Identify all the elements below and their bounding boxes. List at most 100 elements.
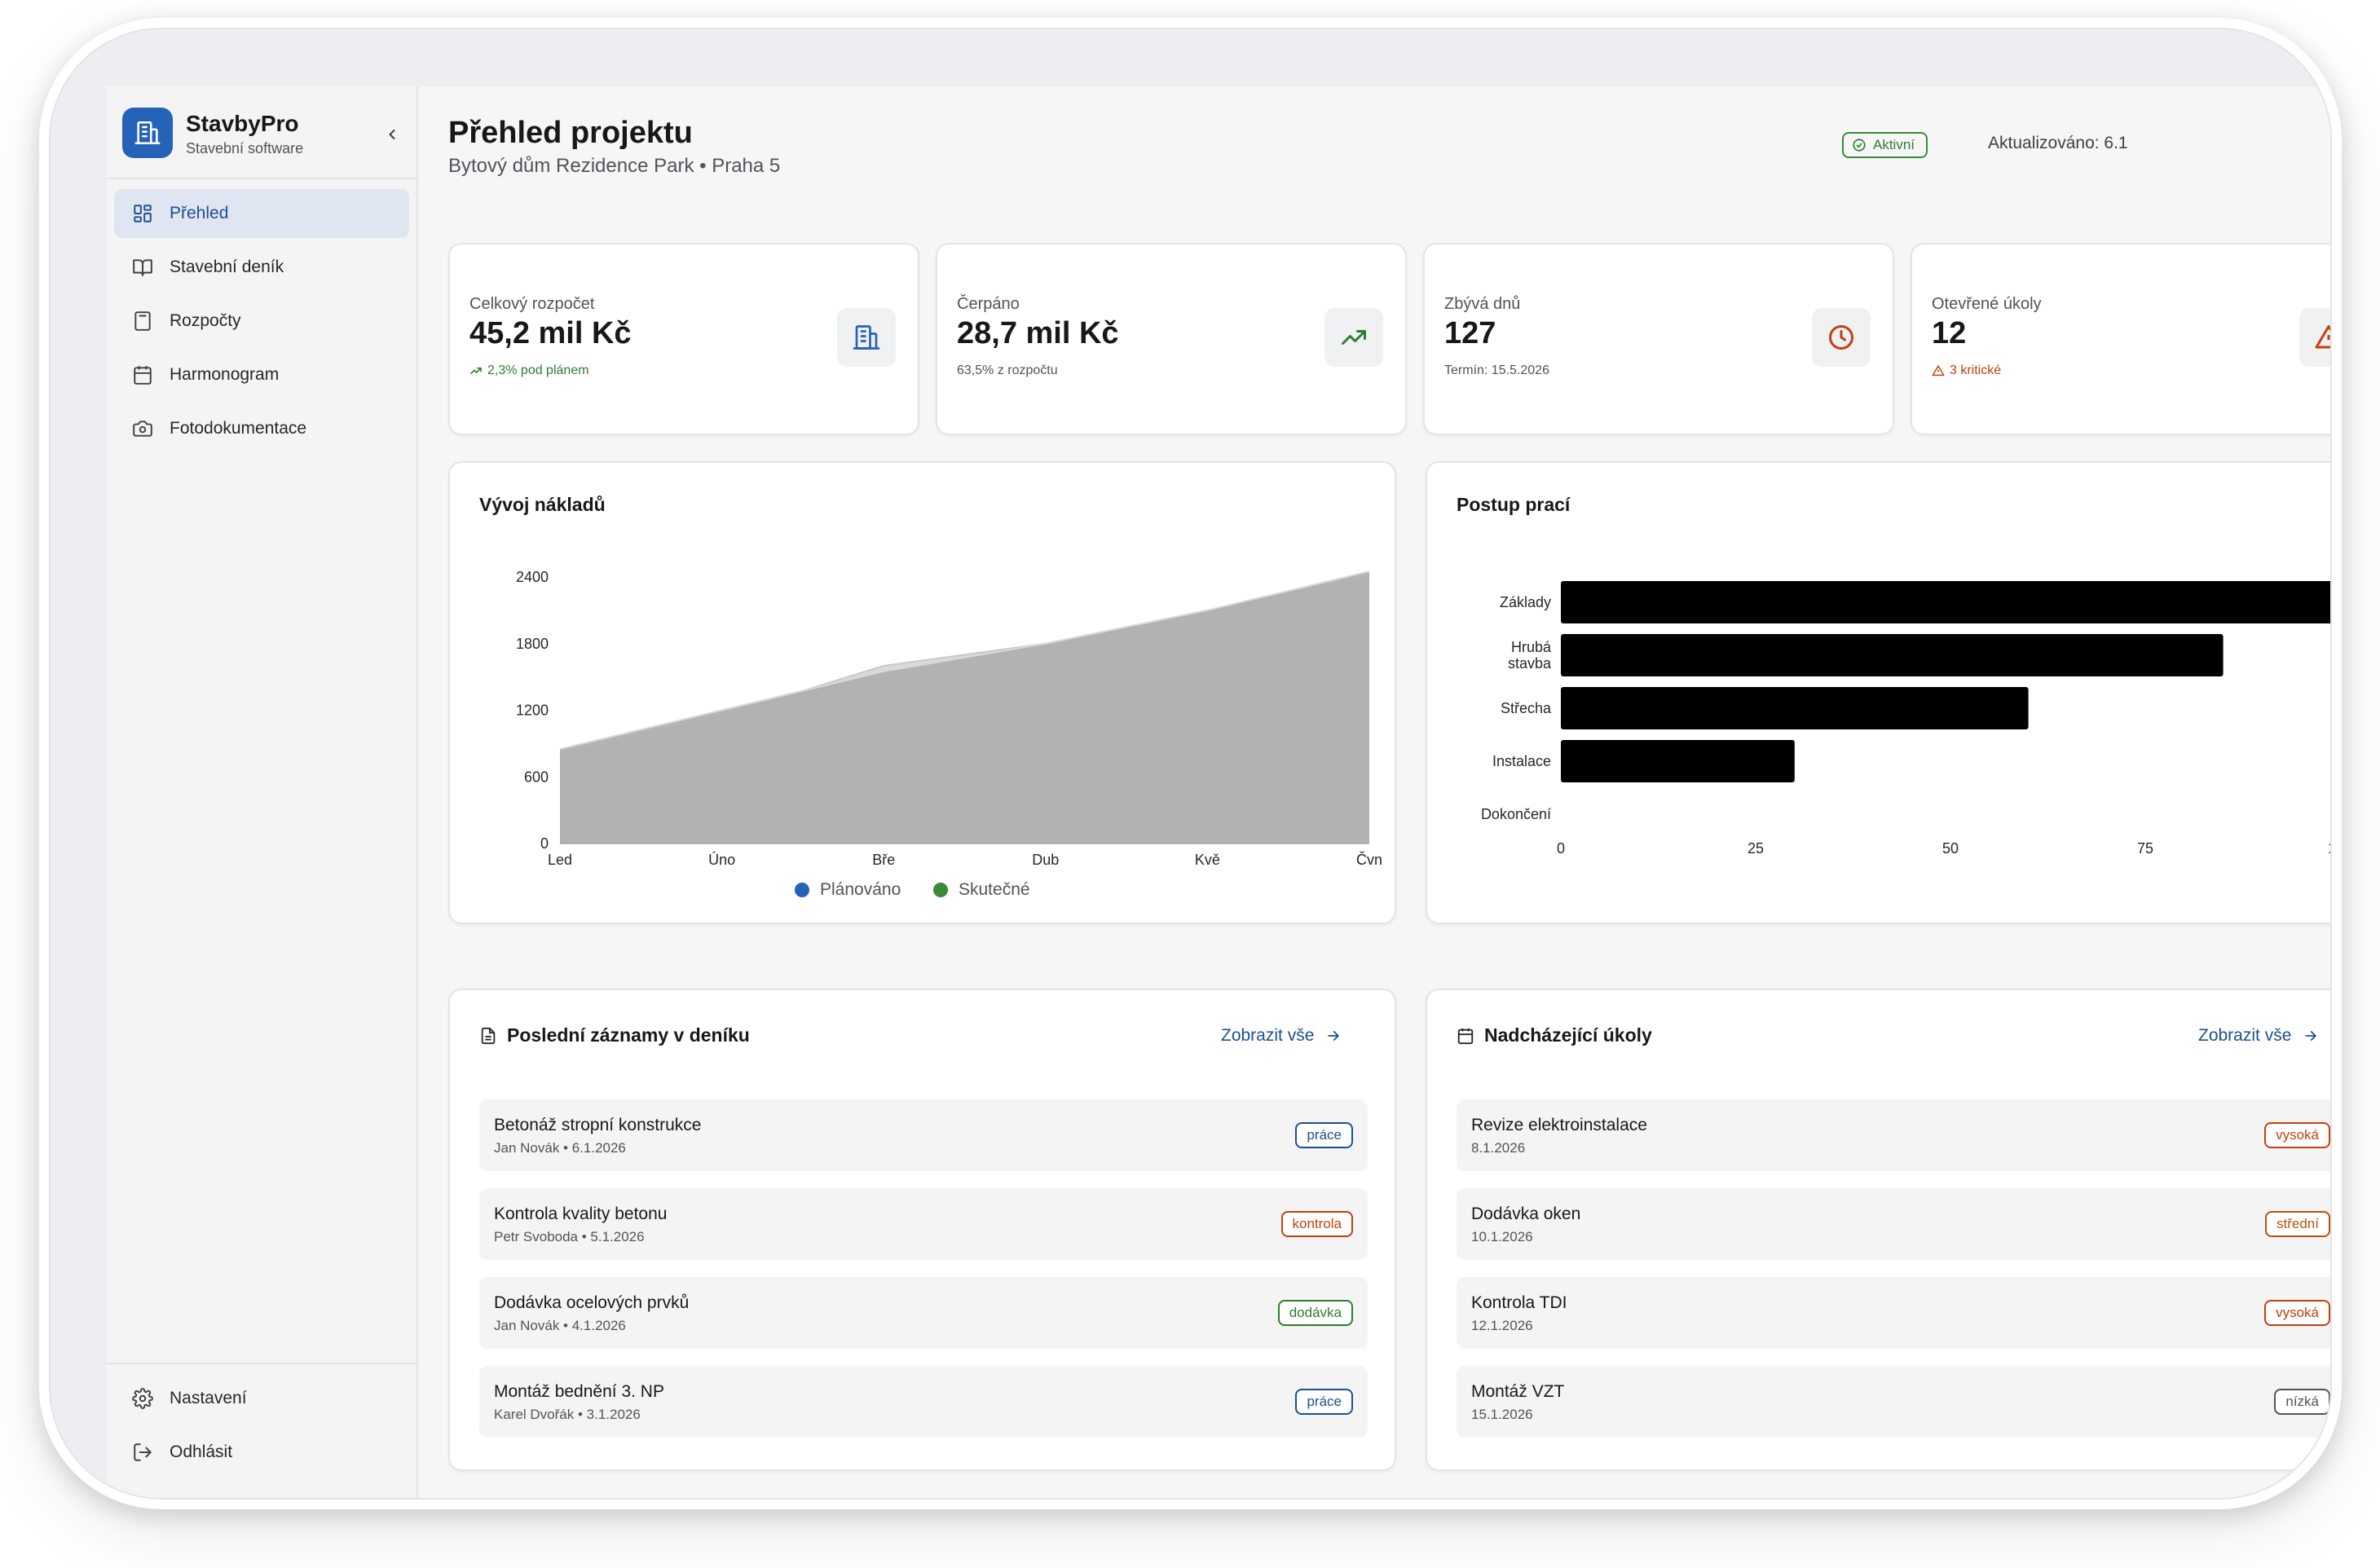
- document-icon: [481, 1027, 496, 1044]
- stat-label: Otevřené úkoly: [1932, 295, 2042, 313]
- list-item[interactable]: Dodávka oken 10.1.2026 střední: [1457, 1188, 2330, 1260]
- list-item[interactable]: Montáž VZT 15.1.2026 nízká: [1457, 1366, 2330, 1438]
- list-item-title: Montáž bednění 3. NP: [494, 1382, 664, 1401]
- status-badge: Aktivní: [1842, 132, 1928, 158]
- stat-note-text: 2,3% pod plánem: [487, 363, 589, 377]
- list-item[interactable]: Betonáž stropní konstrukce Jan Novák • 6.…: [479, 1099, 1368, 1171]
- chart-title: Vývoj nákladů: [479, 494, 606, 515]
- sidebar-item-stavebni-denik[interactable]: Stavební deník: [114, 243, 409, 292]
- x-tick-label: 100: [2328, 840, 2332, 857]
- stat-card-open-tasks: Otevřené úkoly 12 3 kritické: [1911, 243, 2330, 435]
- progress-bar: [1561, 634, 2224, 676]
- list-item[interactable]: Revize elektroinstalace 8.1.2026 vysoká: [1457, 1099, 2330, 1171]
- x-tick-label: Kvě: [1195, 852, 1220, 868]
- progress-chart-card: Postup prací Základy Hrubá stavba Střecha In…: [1426, 461, 2332, 924]
- stat-value: 45,2 mil Kč: [469, 316, 632, 350]
- status-badge-label: Aktivní: [1873, 137, 1915, 152]
- building-icon: [837, 308, 896, 367]
- diary-title: Poslední záznamy v deníku: [507, 1024, 750, 1046]
- list-item-tag: nízká: [2274, 1389, 2330, 1415]
- x-tick-label: Bře: [872, 852, 895, 868]
- list-item-title: Dodávka ocelových prvků: [494, 1293, 690, 1312]
- x-tick-label: Úno: [708, 851, 735, 868]
- see-all-label: Zobrazit vše: [1221, 1026, 1315, 1045]
- brand: StavbyPro Stavební software: [122, 108, 408, 160]
- series-line: [559, 570, 1370, 751]
- progress-bar: [1561, 740, 1795, 782]
- brand-name: StavbyPro: [186, 111, 299, 136]
- chart-title: Postup prací: [1457, 494, 1571, 515]
- dashboard-icon: [130, 201, 155, 226]
- gear-icon: [130, 1386, 155, 1411]
- y-tick-label: Dokončení: [1481, 806, 1551, 822]
- x-tick-label: 25: [1748, 840, 1764, 857]
- y-tick-label: Hrubá: [1511, 639, 1552, 655]
- app-screen: StavbyPro Stavební software Přehled Stav…: [106, 86, 2332, 1498]
- legend-label: Plánováno: [820, 880, 901, 899]
- calendar-icon: [1457, 1028, 1474, 1044]
- x-tick-label: 75: [2137, 840, 2153, 857]
- stat-note: Termín: 15.5.2026: [1444, 363, 1549, 378]
- divider: [106, 1363, 418, 1364]
- sidebar-item-label: Stavební deník: [170, 258, 284, 276]
- series-area: [560, 571, 1369, 843]
- sidebar-item-fotodokumentace[interactable]: Fotodokumentace: [114, 404, 409, 453]
- list-item-tag: vysoká: [2264, 1300, 2330, 1326]
- list-item[interactable]: Dodávka ocelových prvků Jan Novák • 4.1.2…: [479, 1277, 1368, 1349]
- stat-card-spent: Čerpáno 28,7 mil Kč 63,5% z rozpočtu: [936, 243, 1407, 435]
- list-item-meta: Jan Novák • 4.1.2026: [494, 1318, 626, 1333]
- stat-label: Celkový rozpočet: [469, 295, 595, 313]
- sidebar-item-prehled[interactable]: Přehled: [114, 189, 409, 238]
- y-tick-label: 600: [524, 769, 549, 785]
- sidebar-item-label: Fotodokumentace: [170, 419, 307, 438]
- diary-card: Poslední záznamy v deníku Zobrazit vše B…: [448, 989, 1396, 1471]
- sidebar-item-nastaveni[interactable]: Nastavení: [114, 1374, 409, 1423]
- stat-note-text: 63,5% z rozpočtu: [957, 363, 1058, 377]
- list-item[interactable]: Montáž bednění 3. NP Karel Dvořák • 3.1.2…: [479, 1366, 1368, 1438]
- list-item[interactable]: Kontrola TDI 12.1.2026 vysoká: [1457, 1277, 2330, 1349]
- sidebar-item-label: Nastavení: [170, 1389, 247, 1407]
- progress-bar: [1561, 687, 2029, 729]
- stat-value: 28,7 mil Kč: [957, 316, 1119, 350]
- y-tick-label: 1200: [516, 703, 549, 719]
- tasks-see-all-link[interactable]: Zobrazit vše: [2198, 1026, 2319, 1046]
- sidebar-item-label: Přehled: [170, 204, 229, 222]
- list-item-meta: 12.1.2026: [1471, 1318, 1533, 1333]
- list-item-tag: dodávka: [1277, 1300, 1353, 1326]
- x-tick-label: 50: [1942, 840, 1959, 857]
- stat-card-budget: Celkový rozpočet 45,2 mil Kč 2,3% pod pl…: [448, 243, 919, 435]
- tasks-card: Nadcházející úkoly Zobrazit vše Revize e…: [1426, 989, 2330, 1471]
- list-item-meta: 10.1.2026: [1471, 1229, 1533, 1244]
- y-tick-label: stavba: [1508, 655, 1552, 672]
- tasks-title: Nadcházející úkoly: [1484, 1024, 1652, 1046]
- legend-marker: [795, 883, 809, 897]
- diary-see-all-link[interactable]: Zobrazit vše: [1221, 1026, 1342, 1046]
- see-all-label: Zobrazit vše: [2198, 1026, 2292, 1045]
- arrow-right-icon: [1328, 1031, 1340, 1041]
- check-circle-icon: [1852, 138, 1867, 152]
- stat-note-text: Termín: 15.5.2026: [1444, 363, 1549, 377]
- cost-chart-card: Vývoj nákladů 0 600 1200 1800 2400 Led Úno Bře D…: [448, 461, 1396, 924]
- stat-label: Čerpáno: [957, 295, 1020, 313]
- arrow-right-icon: [2305, 1031, 2317, 1041]
- list-item-title: Dodávka oken: [1471, 1205, 1581, 1223]
- stat-value: 127: [1444, 316, 1496, 350]
- collapse-sidebar-button[interactable]: [381, 124, 403, 145]
- trending-up-icon: [470, 367, 482, 375]
- list-item-meta: Jan Novák • 6.1.2026: [494, 1140, 626, 1156]
- list-item[interactable]: Kontrola kvality betonu Petr Svoboda • 5.…: [479, 1188, 1368, 1260]
- stat-value: 12: [1932, 316, 1967, 350]
- sidebar-item-harmonogram[interactable]: Harmonogram: [114, 350, 409, 399]
- list-item-tag: kontrola: [1280, 1211, 1353, 1237]
- y-tick-label: 1800: [516, 636, 549, 652]
- calculator-icon: [130, 309, 155, 333]
- sidebar-item-rozpocty[interactable]: Rozpočty: [114, 297, 409, 346]
- list-item-meta: 15.1.2026: [1471, 1407, 1533, 1422]
- sidebar-item-odhlasit[interactable]: Odhlásit: [114, 1428, 409, 1477]
- legend-marker: [933, 883, 948, 897]
- page-title: Přehled projektu: [448, 116, 693, 150]
- last-updated: Aktualizováno: 6.1: [1988, 134, 2128, 152]
- stat-note: 63,5% z rozpočtu: [957, 363, 1058, 378]
- device-frame: StavbyPro Stavební software Přehled Stav…: [49, 28, 2332, 1500]
- y-tick-label: 2400: [516, 569, 549, 585]
